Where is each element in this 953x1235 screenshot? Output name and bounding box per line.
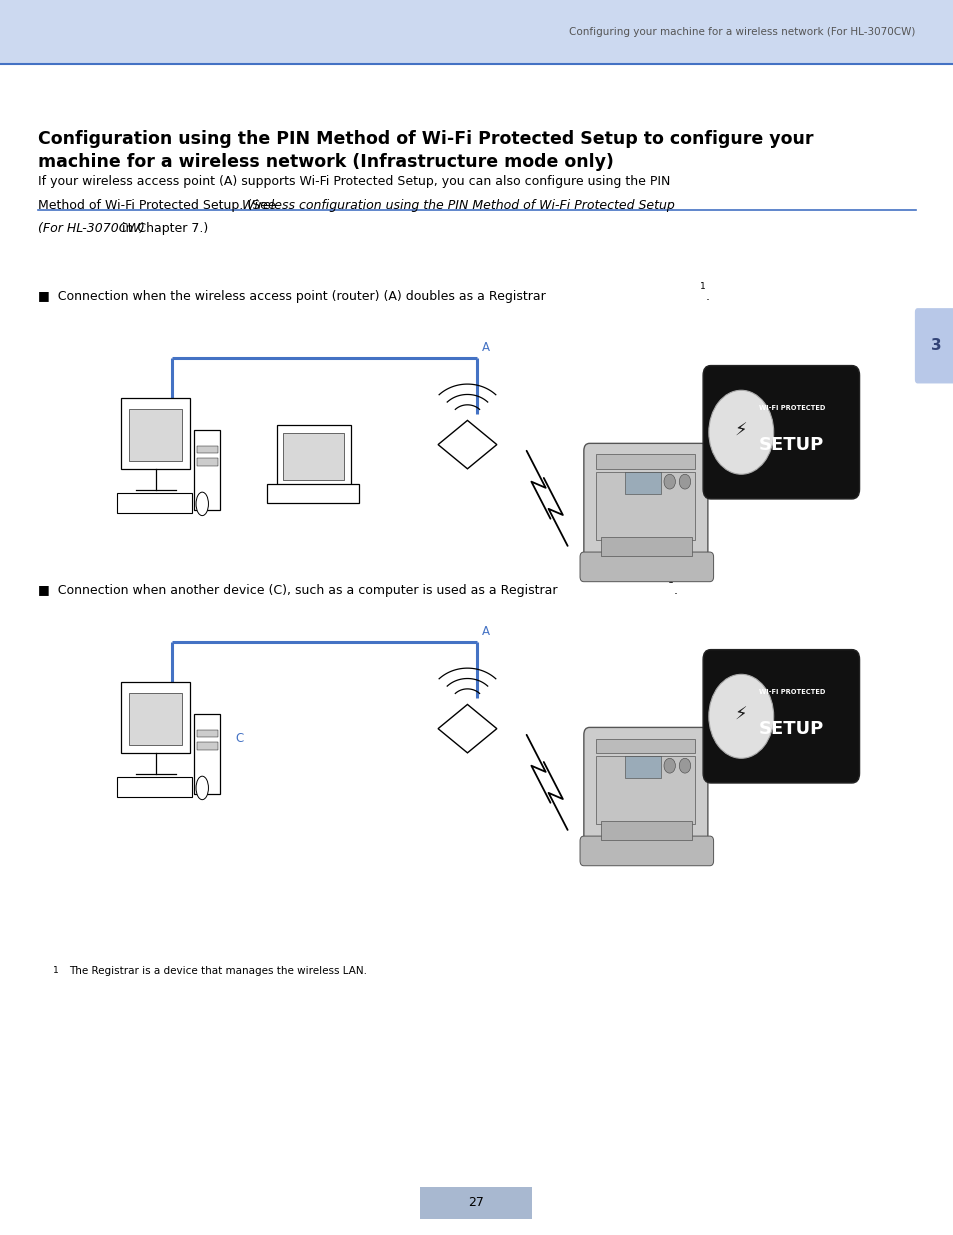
Text: 1: 1 <box>667 576 673 585</box>
FancyBboxPatch shape <box>276 425 351 487</box>
FancyBboxPatch shape <box>583 727 707 853</box>
FancyBboxPatch shape <box>419 1187 532 1219</box>
Circle shape <box>663 474 675 489</box>
FancyBboxPatch shape <box>196 730 217 737</box>
Text: SETUP: SETUP <box>759 720 823 737</box>
FancyBboxPatch shape <box>702 650 859 783</box>
Text: 27: 27 <box>468 1197 483 1209</box>
Circle shape <box>708 674 773 758</box>
Text: SETUP: SETUP <box>759 436 823 453</box>
FancyBboxPatch shape <box>193 430 220 510</box>
FancyBboxPatch shape <box>0 0 953 64</box>
FancyBboxPatch shape <box>193 714 220 794</box>
FancyBboxPatch shape <box>196 742 217 750</box>
Text: in Chapter 7.): in Chapter 7.) <box>118 222 209 236</box>
Text: 1: 1 <box>700 282 705 291</box>
Text: 1: 1 <box>52 966 58 974</box>
Text: ⚡: ⚡ <box>734 422 747 440</box>
Text: Method of Wi-Fi Protected Setup. (See: Method of Wi-Fi Protected Setup. (See <box>38 199 279 212</box>
FancyBboxPatch shape <box>579 836 713 866</box>
Text: ⚡: ⚡ <box>734 706 747 724</box>
FancyBboxPatch shape <box>583 443 707 569</box>
Text: A: A <box>481 341 489 354</box>
Circle shape <box>663 758 675 773</box>
FancyBboxPatch shape <box>624 472 660 494</box>
FancyBboxPatch shape <box>129 409 182 461</box>
FancyBboxPatch shape <box>600 821 691 840</box>
Ellipse shape <box>196 777 208 800</box>
FancyBboxPatch shape <box>129 693 182 745</box>
FancyBboxPatch shape <box>914 309 953 383</box>
Circle shape <box>679 474 690 489</box>
Polygon shape <box>437 420 497 469</box>
Text: ■  Connection when another device (C), such as a computer is used as a Registrar: ■ Connection when another device (C), su… <box>38 584 561 597</box>
FancyBboxPatch shape <box>117 493 192 513</box>
FancyBboxPatch shape <box>596 472 695 540</box>
FancyBboxPatch shape <box>267 484 358 503</box>
Text: The Registrar is a device that manages the wireless LAN.: The Registrar is a device that manages t… <box>69 966 366 976</box>
FancyBboxPatch shape <box>117 777 192 797</box>
FancyBboxPatch shape <box>579 552 713 582</box>
Text: ■  Connection when the wireless access point (router) (A) doubles as a Registrar: ■ Connection when the wireless access po… <box>38 290 549 303</box>
FancyBboxPatch shape <box>121 682 190 753</box>
Text: WI-FI PROTECTED: WI-FI PROTECTED <box>758 405 824 410</box>
Text: 3: 3 <box>929 338 941 353</box>
Text: A: A <box>481 625 489 638</box>
FancyBboxPatch shape <box>596 756 695 824</box>
FancyBboxPatch shape <box>596 454 695 469</box>
Circle shape <box>708 390 773 474</box>
Text: Configuration using the PIN Method of Wi-Fi Protected Setup to configure your
ma: Configuration using the PIN Method of Wi… <box>38 130 813 172</box>
Text: Wireless configuration using the PIN Method of Wi-Fi Protected Setup: Wireless configuration using the PIN Met… <box>242 199 675 212</box>
Polygon shape <box>437 704 497 753</box>
Text: WI-FI PROTECTED: WI-FI PROTECTED <box>758 689 824 694</box>
Text: C: C <box>235 732 244 745</box>
Text: .: . <box>705 290 709 303</box>
Text: .: . <box>673 584 677 597</box>
FancyBboxPatch shape <box>600 537 691 556</box>
FancyBboxPatch shape <box>596 739 695 753</box>
FancyBboxPatch shape <box>121 398 190 469</box>
FancyBboxPatch shape <box>702 366 859 499</box>
FancyBboxPatch shape <box>624 756 660 778</box>
Text: Configuring your machine for a wireless network (For HL-3070CW): Configuring your machine for a wireless … <box>569 27 915 37</box>
FancyBboxPatch shape <box>196 458 217 466</box>
Circle shape <box>679 758 690 773</box>
Text: (For HL-3070CW): (For HL-3070CW) <box>38 222 145 236</box>
FancyBboxPatch shape <box>283 433 344 480</box>
Ellipse shape <box>196 493 208 516</box>
Text: If your wireless access point (A) supports Wi-Fi Protected Setup, you can also c: If your wireless access point (A) suppor… <box>38 175 670 189</box>
FancyBboxPatch shape <box>196 446 217 453</box>
